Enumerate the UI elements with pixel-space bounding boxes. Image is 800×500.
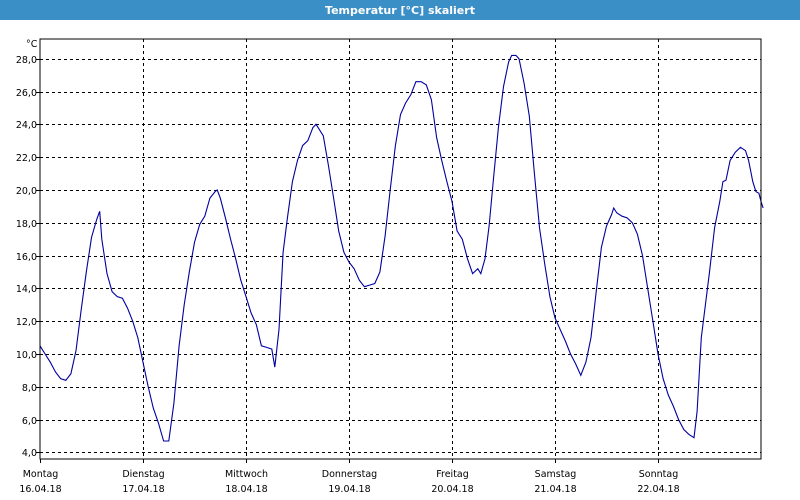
x-tick-day-label: Montag (23, 469, 59, 480)
x-tick-date-label: 19.04.18 (328, 484, 370, 495)
y-tick-label: 26,0 (16, 88, 37, 99)
x-tick-day-label: Donnerstag (322, 469, 377, 480)
temperature-chart: °C 28,0 26,0 24,0 22,0 20,0 18,0 16,0 14,0 12,0 1… (16, 38, 764, 495)
y-tick-label: 12,0 (16, 317, 37, 328)
x-tick-date-label: 22.04.18 (637, 484, 679, 495)
window-title-bar: Temperatur [°C] skaliert (0, 0, 800, 20)
x-tick-day-label: Mittwoch (225, 469, 268, 480)
chart-title: Temperatur [°C] skaliert (325, 3, 475, 17)
y-tick-label: 28,0 (16, 55, 37, 66)
y-tick-label: 22,0 (16, 153, 37, 164)
x-axis: Montag 16.04.18 Dienstag 17.04.18 Mittwoch 18… (19, 459, 680, 495)
y-tick-label: 18,0 (16, 219, 37, 230)
temperature-series-line (39, 54, 764, 442)
y-tick-label: 10,0 (16, 350, 37, 361)
plot-frame (39, 38, 762, 460)
y-tick-label: 8,0 (22, 383, 37, 394)
x-tick-date-label: 21.04.18 (534, 484, 576, 495)
x-tick-day-label: Samstag (535, 469, 577, 480)
x-tick-day-label: Dienstag (122, 469, 164, 480)
y-tick-label: 24,0 (16, 120, 37, 131)
x-tick-date-label: 20.04.18 (431, 484, 473, 495)
grid-lines (40, 39, 761, 459)
y-tick-label: 14,0 (16, 284, 37, 295)
y-axis: 28,0 26,0 24,0 22,0 20,0 18,0 16,0 14,0 12,0 10,0… (16, 55, 40, 459)
y-tick-label: 20,0 (16, 186, 37, 197)
x-tick-day-label: Sonntag (639, 469, 678, 480)
y-axis-unit-label: °C (26, 39, 38, 50)
x-tick-date-label: 17.04.18 (122, 484, 164, 495)
y-tick-label: 6,0 (22, 416, 37, 427)
y-tick-label: 16,0 (16, 252, 37, 263)
x-tick-day-label: Freitag (436, 469, 469, 480)
x-tick-date-label: 18.04.18 (225, 484, 267, 495)
y-tick-label: 4,0 (22, 448, 37, 459)
x-tick-date-label: 16.04.18 (19, 484, 61, 495)
series-layer (39, 54, 764, 442)
